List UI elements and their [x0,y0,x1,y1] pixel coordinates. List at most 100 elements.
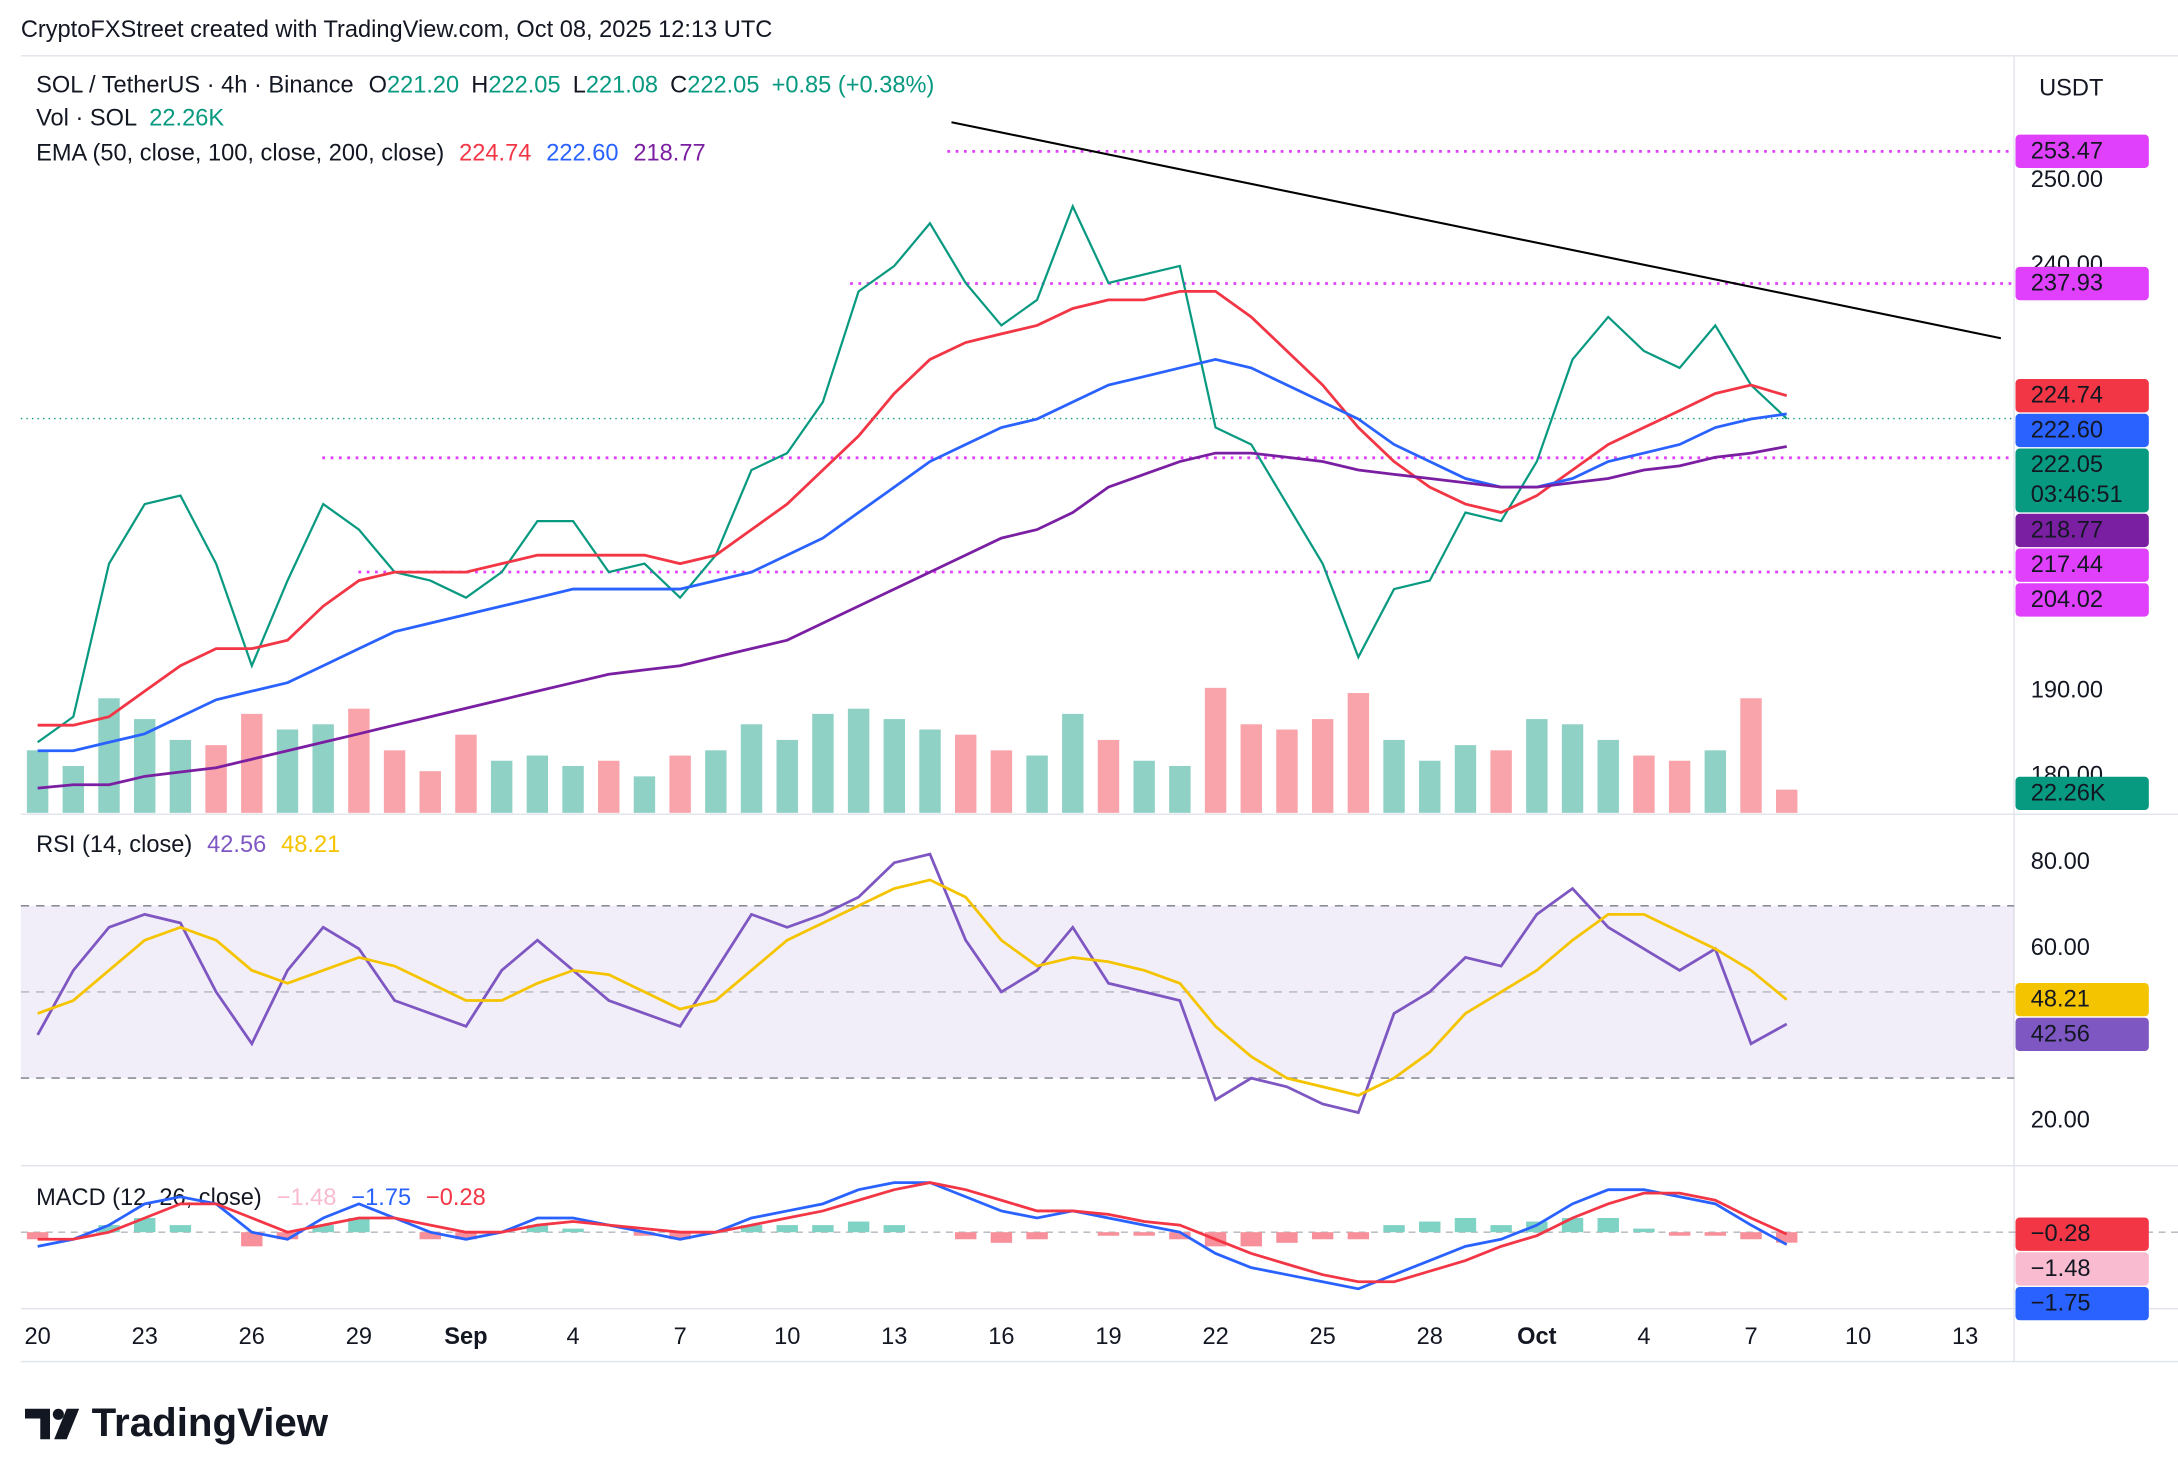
histogram-bar [1347,1232,1370,1240]
volume-bar [1133,760,1155,813]
price-label-box [2015,266,2149,301]
volume-bar [1454,745,1477,813]
volume-bar [954,734,977,813]
price-label-box [2015,1017,2149,1052]
macd-hist-value: −1.48 [277,1185,337,1211]
histogram-bar [1490,1225,1512,1233]
x-tick-label: 7 [674,1324,687,1350]
price-label-box [2015,448,2149,513]
price-label: 237.93 [2031,270,2103,296]
histogram-bar [883,1225,906,1233]
volume-bar [1311,719,1334,813]
price-label-box [2015,134,2149,169]
x-tick-label: 16 [988,1324,1014,1350]
series-line [36,203,1788,744]
x-tick-label: Oct [1517,1324,1556,1350]
x-tick-label: 10 [1845,1324,1871,1350]
volume-bar [1062,713,1084,813]
volume-bar [312,724,334,813]
x-tick-label: 28 [1417,1324,1443,1350]
x-tick-label: Sep [444,1324,487,1350]
price-label-box [2015,1286,2149,1321]
volume-bar [419,771,441,813]
volume-bar [562,765,584,813]
histogram-bar [1311,1232,1334,1240]
volume-value: 22.26K [149,106,224,132]
series-line [36,852,1788,1115]
y-tick-label: 60.00 [2031,935,2090,961]
volume-bar [883,719,906,813]
x-tick-label: 10 [774,1324,800,1350]
series-line [37,1181,1788,1284]
volume-bar [1097,739,1120,813]
volume-bar [1026,755,1048,813]
volume-bar [1347,693,1370,813]
ohlc-label: O [369,73,387,99]
histogram-bar [1133,1232,1155,1236]
ema-title: EMA (50, close, 100, close, 200, close) [36,141,444,167]
volume-bar [1419,760,1441,813]
price-label-box [2015,1217,2149,1251]
volume-bar [1240,724,1262,813]
histogram-bar [1026,1232,1048,1240]
legend-main: SOL / TetherUS · 4h · Binance O221.20 H2… [36,73,934,99]
histogram-bar [526,1225,549,1233]
price-label: −0.28 [2031,1221,2091,1247]
y-tick-label: 20.00 [2031,1107,2090,1133]
countdown: 03:46:51 [2031,482,2123,508]
rsi-value: 42.56 [207,832,266,858]
histogram-bar [1276,1232,1298,1243]
histogram-bar [276,1232,299,1240]
series-line [37,1181,1788,1291]
ema-value: 218.77 [633,141,705,167]
ohlc-value: 222.05 [687,73,759,99]
y-tick-label: 80.00 [2031,849,2090,875]
x-tick-label: 13 [881,1324,907,1350]
legend-volume: Vol · SOL 22.26K [36,106,224,132]
histogram-bar [1526,1221,1548,1233]
volume-bar [205,745,227,813]
price-label-box [2015,379,2149,413]
rsi-title: RSI (14, close) [36,832,192,858]
histogram-bar [98,1225,120,1233]
price-label: 224.74 [2031,383,2103,409]
price-label: 218.77 [2031,517,2103,543]
histogram-bar [740,1225,763,1233]
volume-bar [276,729,299,813]
ema-value: 222.60 [546,141,618,167]
volume-title: Vol · SOL [36,106,137,132]
histogram-bar [847,1221,870,1233]
ohlc-value: 222.05 [488,73,560,99]
legend-rsi: RSI (14, close) 42.56 48.21 [36,832,340,858]
price-label-box [2015,583,2149,617]
histogram-bar [812,1225,834,1233]
volume-bar [812,713,834,813]
histogram-bar [1419,1221,1441,1233]
price-label: 217.44 [2031,552,2103,578]
volume-bar [740,724,763,813]
x-tick-label: 26 [239,1324,265,1350]
price-label: 48.21 [2031,987,2090,1013]
volume-bar [1561,724,1584,813]
price-label-box [2015,413,2149,448]
price-label: 222.60 [2031,417,2103,443]
volume-label-box [2015,776,2149,811]
price-label: 204.02 [2031,587,2103,613]
histogram-bar [169,1225,192,1233]
volume-bar [633,776,656,813]
volume-bar [62,765,85,813]
volume-bar [919,729,941,813]
volume-label: 22.26K [2031,780,2106,806]
volume-bar [133,719,156,813]
histogram-bar [990,1232,1013,1243]
y-tick-label: 190.00 [2031,677,2103,703]
histogram-bar [1169,1232,1191,1240]
symbol-title: SOL / TetherUS · 4h · Binance [36,73,354,99]
volume-bar [1740,698,1762,813]
volume-bar [26,750,49,813]
logo-mark [25,1408,51,1440]
credit: CryptoFXStreet created with TradingView.… [21,17,773,43]
histogram-bar [562,1228,584,1233]
histogram-bar [954,1232,977,1240]
